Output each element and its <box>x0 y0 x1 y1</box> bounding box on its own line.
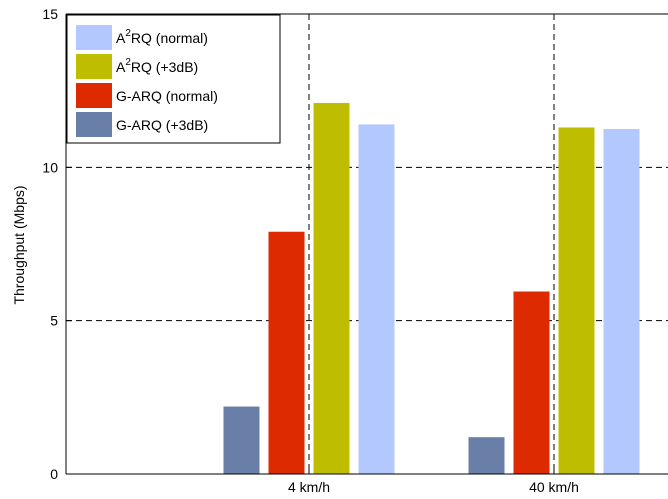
legend-entry-label: A2RQ (+3dB) <box>116 57 198 75</box>
legend: A2RQ (normal) A2RQ (+3dB) G-ARQ (normal) G-… <box>66 14 281 144</box>
bar <box>603 129 640 474</box>
bar <box>468 437 505 474</box>
legend-swatch <box>76 83 112 108</box>
legend-entry-label: G-ARQ (+3dB) <box>116 117 208 133</box>
x-tick-label: 4 km/h <box>288 479 330 495</box>
bar <box>558 127 595 474</box>
legend-swatch <box>76 112 112 137</box>
tick-labels: 0 5 10 15 4 km/h 40 km/h <box>42 6 578 495</box>
y-tick-label: 0 <box>50 466 58 482</box>
axes <box>65 13 668 475</box>
y-tick-label: 5 <box>50 313 58 329</box>
y-tick-label: 15 <box>42 6 58 22</box>
bars <box>223 102 640 475</box>
x-tick-label: 40 km/h <box>529 479 579 495</box>
legend-swatch <box>76 25 112 50</box>
legend-swatch <box>76 54 112 79</box>
bar <box>268 231 305 474</box>
bar <box>513 291 550 474</box>
legend-entry-label: G-ARQ (normal) <box>116 88 218 104</box>
bar <box>358 124 395 475</box>
y-tick-label: 10 <box>42 159 58 175</box>
y-axis-label: Throughput (Mbps) <box>11 185 27 304</box>
legend-entry-label: A2RQ (normal) <box>116 28 208 46</box>
bar <box>313 102 350 474</box>
bar <box>223 406 260 474</box>
